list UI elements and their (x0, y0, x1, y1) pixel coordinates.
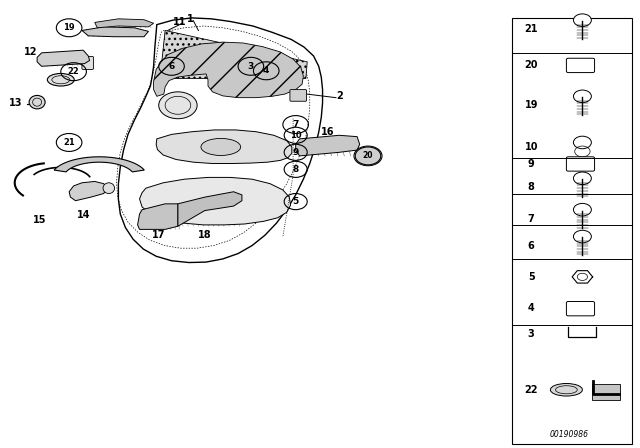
Text: 18: 18 (198, 230, 212, 240)
Text: 8: 8 (528, 182, 534, 192)
Circle shape (573, 230, 591, 243)
Ellipse shape (103, 183, 115, 194)
Polygon shape (118, 18, 323, 263)
Text: 9: 9 (528, 159, 534, 168)
FancyBboxPatch shape (566, 157, 595, 171)
Text: 20: 20 (524, 60, 538, 70)
Text: 4: 4 (263, 66, 269, 75)
Circle shape (573, 14, 591, 26)
Polygon shape (69, 181, 108, 201)
Ellipse shape (201, 138, 241, 155)
Text: 14: 14 (76, 210, 90, 220)
Polygon shape (37, 50, 90, 66)
Text: 17: 17 (152, 230, 166, 240)
Text: 3: 3 (528, 329, 534, 339)
FancyBboxPatch shape (592, 384, 620, 400)
Polygon shape (95, 19, 154, 28)
Polygon shape (82, 27, 148, 37)
Text: 10: 10 (290, 131, 301, 140)
Text: 6: 6 (528, 241, 534, 250)
Circle shape (159, 92, 197, 119)
Text: 5: 5 (528, 272, 534, 282)
Text: 10: 10 (524, 142, 538, 152)
FancyBboxPatch shape (566, 302, 595, 316)
Text: 2: 2 (336, 91, 342, 101)
Text: 00190986: 00190986 (550, 430, 589, 439)
Text: 22: 22 (524, 385, 538, 395)
Text: 9: 9 (292, 148, 299, 157)
Circle shape (573, 203, 591, 216)
Text: 4: 4 (528, 303, 534, 313)
Circle shape (573, 172, 591, 185)
Text: 3: 3 (248, 62, 254, 71)
FancyBboxPatch shape (290, 90, 307, 101)
Ellipse shape (47, 73, 74, 86)
Text: 15: 15 (33, 215, 47, 224)
Polygon shape (156, 130, 292, 164)
Ellipse shape (29, 95, 45, 109)
Text: 5: 5 (292, 197, 299, 206)
Text: 16: 16 (321, 127, 335, 137)
Text: 19: 19 (63, 23, 75, 32)
Circle shape (354, 146, 382, 166)
Polygon shape (138, 204, 178, 229)
Text: 13: 13 (9, 98, 23, 108)
Text: 20: 20 (363, 151, 373, 160)
Polygon shape (296, 135, 360, 156)
Text: 7: 7 (528, 214, 534, 224)
Circle shape (573, 136, 591, 149)
Text: 8: 8 (292, 165, 299, 174)
Text: 21: 21 (524, 24, 538, 34)
Text: 22: 22 (68, 67, 79, 76)
Polygon shape (54, 157, 144, 172)
Text: 21: 21 (63, 138, 75, 147)
FancyBboxPatch shape (566, 58, 595, 73)
Polygon shape (160, 30, 307, 78)
Circle shape (573, 90, 591, 103)
Polygon shape (178, 192, 242, 226)
Text: 7: 7 (292, 120, 299, 129)
Text: 6: 6 (168, 62, 175, 71)
Ellipse shape (550, 383, 582, 396)
Polygon shape (140, 177, 291, 225)
Text: 12: 12 (24, 47, 38, 56)
FancyBboxPatch shape (82, 56, 93, 69)
Text: 1: 1 (188, 14, 194, 24)
Polygon shape (154, 42, 303, 98)
Text: 11: 11 (172, 17, 186, 26)
Text: 19: 19 (524, 100, 538, 110)
